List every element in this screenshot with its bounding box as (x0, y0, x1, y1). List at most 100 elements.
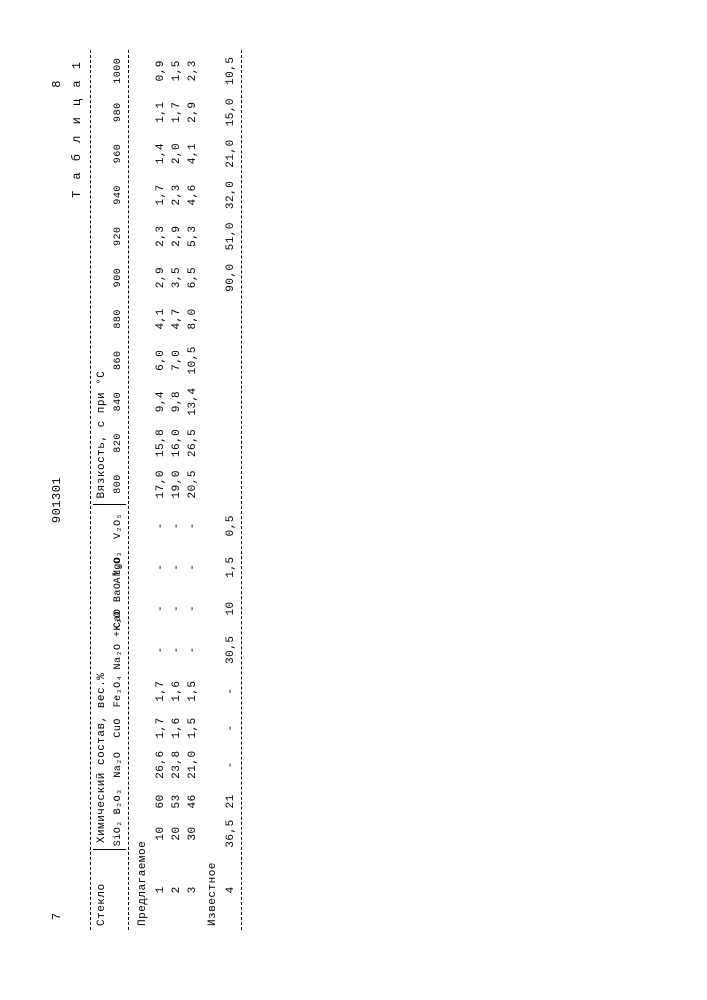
chem-group: Химический состав, вес.% (93, 505, 111, 850)
cell: 51,0 (223, 216, 239, 257)
table-row: 3 30 46 21,0 1,5 1,5 - - - - 20,5 26,5 1… (185, 50, 201, 930)
cell: 1,7 (153, 670, 169, 711)
cell: 1,6 (169, 670, 185, 711)
rule-row (239, 50, 244, 930)
chem-col: CuO (111, 712, 126, 744)
cell (223, 298, 239, 339)
cell: 20 (169, 817, 185, 849)
chem-col: SiO₂ (111, 817, 126, 849)
cell: 2,9 (169, 216, 185, 257)
cell: 4,7 (169, 298, 185, 339)
chem-col: Al₂O₃ (111, 546, 126, 587)
cell: - (153, 629, 169, 670)
cell: 4,6 (185, 174, 201, 215)
cell: 19,0 (169, 464, 185, 505)
cell: 1,5 (185, 670, 201, 711)
cell: 1,5 (223, 546, 239, 587)
cell: 2,9 (185, 92, 201, 133)
cell: 10,5 (223, 50, 239, 92)
cell: - (223, 670, 239, 711)
cell: 4,1 (185, 133, 201, 174)
cell: 53 (169, 785, 185, 817)
visc-col: 940 (111, 174, 126, 215)
header-group-row: Стекло Химический состав, вес.% Вязкость… (93, 50, 111, 930)
row-num: 1 (153, 850, 169, 930)
table-row: 2 20 53 23,8 1,6 1,6 - - - - 19,0 16,0 9… (169, 50, 185, 930)
cell: 15,0 (223, 92, 239, 133)
visc-col: 860 (111, 340, 126, 381)
cell: 7,0 (169, 340, 185, 381)
header-sub-row: SiO₂ B₂O₃ Na₂O CuO Fe₃O₄ Na₂O +K₂O CaO B… (111, 50, 126, 930)
cell: 20,5 (185, 464, 201, 505)
cell (223, 340, 239, 381)
cell: 2,3 (169, 174, 185, 215)
cell: 10,5 (185, 340, 201, 381)
cell: 1,7 (153, 712, 169, 744)
cell: 2,0 (169, 133, 185, 174)
cell: 1,6 (169, 712, 185, 744)
section-proposed: Предлагаемое (131, 50, 153, 930)
cell: 15,8 (153, 422, 169, 463)
cell: 10 (223, 588, 239, 629)
row-num: 2 (169, 850, 185, 930)
cell: 10 (153, 817, 169, 849)
cell: - (223, 744, 239, 785)
cell: 4,1 (153, 298, 169, 339)
section-label: Предлагаемое (131, 50, 153, 930)
row-num: 4 (223, 850, 239, 930)
section-known: Известное (201, 50, 223, 930)
table-row: 4 36,5 21 - - - 30,5 10 1,5 0,5 90,0 (223, 50, 239, 930)
section-label: Известное (201, 50, 223, 930)
cell: 17,0 (153, 464, 169, 505)
cell: 1,5 (169, 50, 185, 92)
cell: 23,8 (169, 744, 185, 785)
cell: - (169, 546, 185, 587)
page-num-left: 7 (50, 912, 64, 920)
cell: 21,0 (185, 744, 201, 785)
cell: - (153, 588, 169, 629)
cell: 32,0 (223, 174, 239, 215)
visc-col: 900 (111, 257, 126, 298)
cell: 26,5 (185, 422, 201, 463)
cell: 21 (223, 785, 239, 817)
chem-col: Na₂O (111, 744, 126, 785)
cell: 9,4 (153, 381, 169, 422)
table-sheet: 7 901301 8 Т а б л и ц а 1 Стекло Химиче… (50, 50, 244, 930)
cell: - (185, 505, 201, 546)
cell: 8,0 (185, 298, 201, 339)
cell: - (169, 588, 185, 629)
visc-col: 960 (111, 133, 126, 174)
chem-col: Na₂O +K₂O (111, 629, 126, 670)
cell: 2,3 (185, 50, 201, 92)
rule-top (90, 50, 91, 930)
cell (223, 464, 239, 505)
visc-col: 980 (111, 92, 126, 133)
visc-col: 1000 (111, 50, 126, 92)
cell: - (153, 546, 169, 587)
cell: 1,1 (153, 92, 169, 133)
cell: 0,5 (223, 505, 239, 546)
cell: 13,4 (185, 381, 201, 422)
visc-col: 800 (111, 464, 126, 505)
chem-col: Fe₃O₄ (111, 670, 126, 711)
row-num: 3 (185, 850, 201, 930)
cell: 3,5 (169, 257, 185, 298)
chem-col: V₂O₅ (111, 505, 126, 546)
cell: 26,6 (153, 744, 169, 785)
cell: 90,0 (223, 257, 239, 298)
doc-number: 901301 (50, 477, 64, 523)
cell: - (169, 629, 185, 670)
col-label: Стекло (93, 850, 126, 930)
cell: 0,9 (153, 50, 169, 92)
cell: 1,5 (185, 712, 201, 744)
cell: 2,9 (153, 257, 169, 298)
cell (223, 422, 239, 463)
table-row: 1 10 60 26,6 1,7 1,7 - - - - 17,0 15,8 9… (153, 50, 169, 930)
cell: 1,7 (153, 174, 169, 215)
chem-col: B₂O₃ (111, 785, 126, 817)
page-num-right: 8 (50, 80, 64, 88)
visc-col: 820 (111, 422, 126, 463)
visc-group: Вязкость, с при °С (93, 50, 111, 505)
cell: 30 (185, 817, 201, 849)
cell: 6,0 (153, 340, 169, 381)
